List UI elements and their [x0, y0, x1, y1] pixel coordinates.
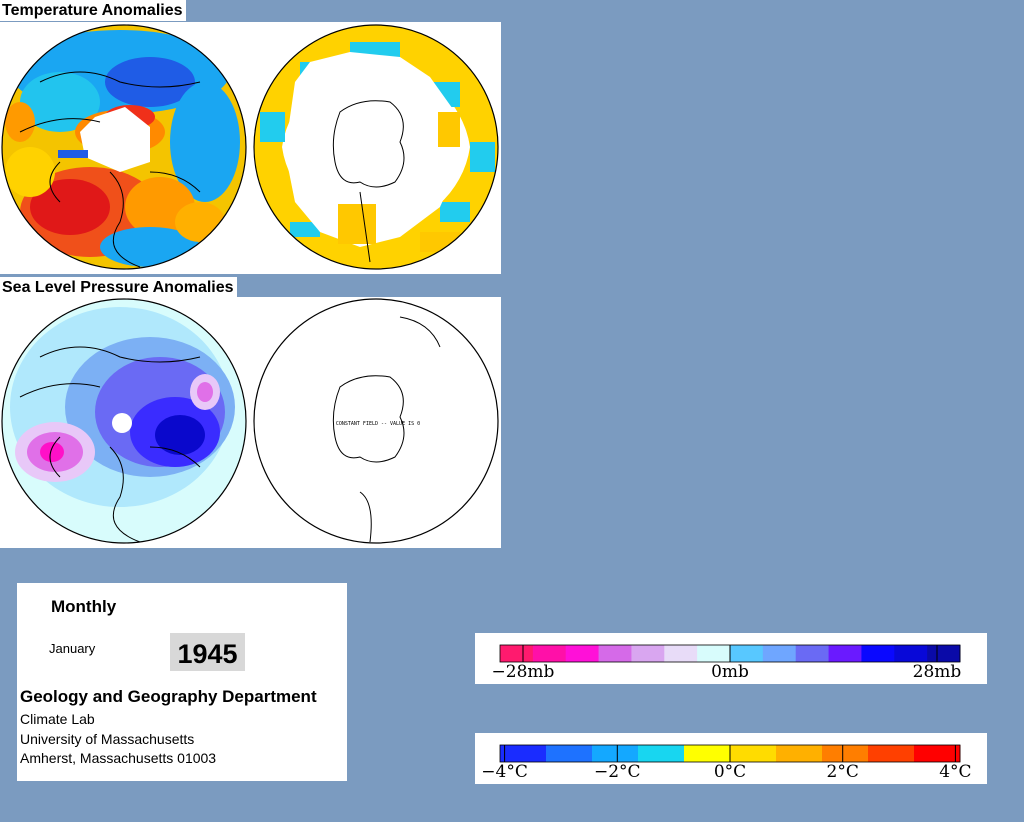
temperature-legend-swatch [868, 745, 915, 762]
department-label: Geology and Geography Department [20, 687, 317, 706]
temperature-legend-swatch [730, 745, 777, 762]
temperature-legend-swatch [638, 745, 685, 762]
temperature-south-map [253, 24, 499, 270]
temperature-legend-label: 4°C [939, 762, 971, 782]
temperature-legend-label: 0°C [714, 762, 746, 782]
pressure-legend: −28mb 0mb 28mb [475, 633, 987, 684]
pressure-maps-panel: CONSTANT FIELD -- VALUE IS 0 [0, 297, 501, 548]
temperature-north-map [1, 24, 247, 270]
pressure-legend-swatch [927, 645, 961, 662]
pressure-legend-swatch [894, 645, 928, 662]
pressure-north-map [1, 298, 247, 544]
temperature-legend-swatch [500, 745, 547, 762]
temperature-legend-label: −2°C [594, 762, 641, 782]
pressure-title: Sea Level Pressure Anomalies [0, 277, 237, 298]
pressure-legend-swatch [762, 645, 797, 662]
temperature-legend-swatch [776, 745, 823, 762]
pressure-legend-swatch [500, 645, 534, 662]
pressure-legend-label: 0mb [711, 662, 749, 682]
pressure-legend-swatch [861, 645, 895, 662]
info-box: Monthly January 1945 Geology and Geograp… [17, 583, 347, 781]
temperature-legend-swatch [914, 745, 961, 762]
constant-field-note: CONSTANT FIELD -- VALUE IS 0 [336, 421, 420, 427]
temperature-legend-label: −4°C [481, 762, 528, 782]
lab-label: Climate Lab [20, 711, 95, 727]
pressure-legend-swatch [664, 645, 698, 662]
pressure-legend-label: −28mb [492, 662, 555, 682]
address-label: Amherst, Massachusetts 01003 [20, 750, 217, 766]
pressure-legend-swatch [730, 645, 764, 662]
temperature-legend: −4°C −2°C 0°C 2°C 4°C [475, 733, 987, 784]
temperature-title: Temperature Anomalies [0, 0, 186, 21]
pressure-legend-swatch [565, 645, 600, 662]
pressure-legend-swatch [795, 645, 830, 662]
pressure-south-map: CONSTANT FIELD -- VALUE IS 0 [253, 298, 499, 544]
temperature-legend-swatch [592, 745, 639, 762]
pressure-legend-swatch [532, 645, 567, 662]
pressure-legend-label: 28mb [913, 662, 962, 682]
period-label: Monthly [51, 597, 117, 616]
temperature-legend-label: 2°C [827, 762, 859, 782]
temperature-legend-swatch [822, 745, 869, 762]
temperature-legend-swatch [684, 745, 731, 762]
temperature-legend-swatch [546, 745, 593, 762]
temperature-maps-panel [0, 22, 501, 274]
pressure-legend-swatch [828, 645, 862, 662]
month-label: January [49, 641, 96, 656]
pressure-legend-swatch [598, 645, 632, 662]
year-label: 1945 [170, 633, 245, 671]
university-label: University of Massachusetts [20, 731, 195, 747]
pressure-legend-swatch [631, 645, 665, 662]
pressure-legend-swatch [697, 645, 731, 662]
